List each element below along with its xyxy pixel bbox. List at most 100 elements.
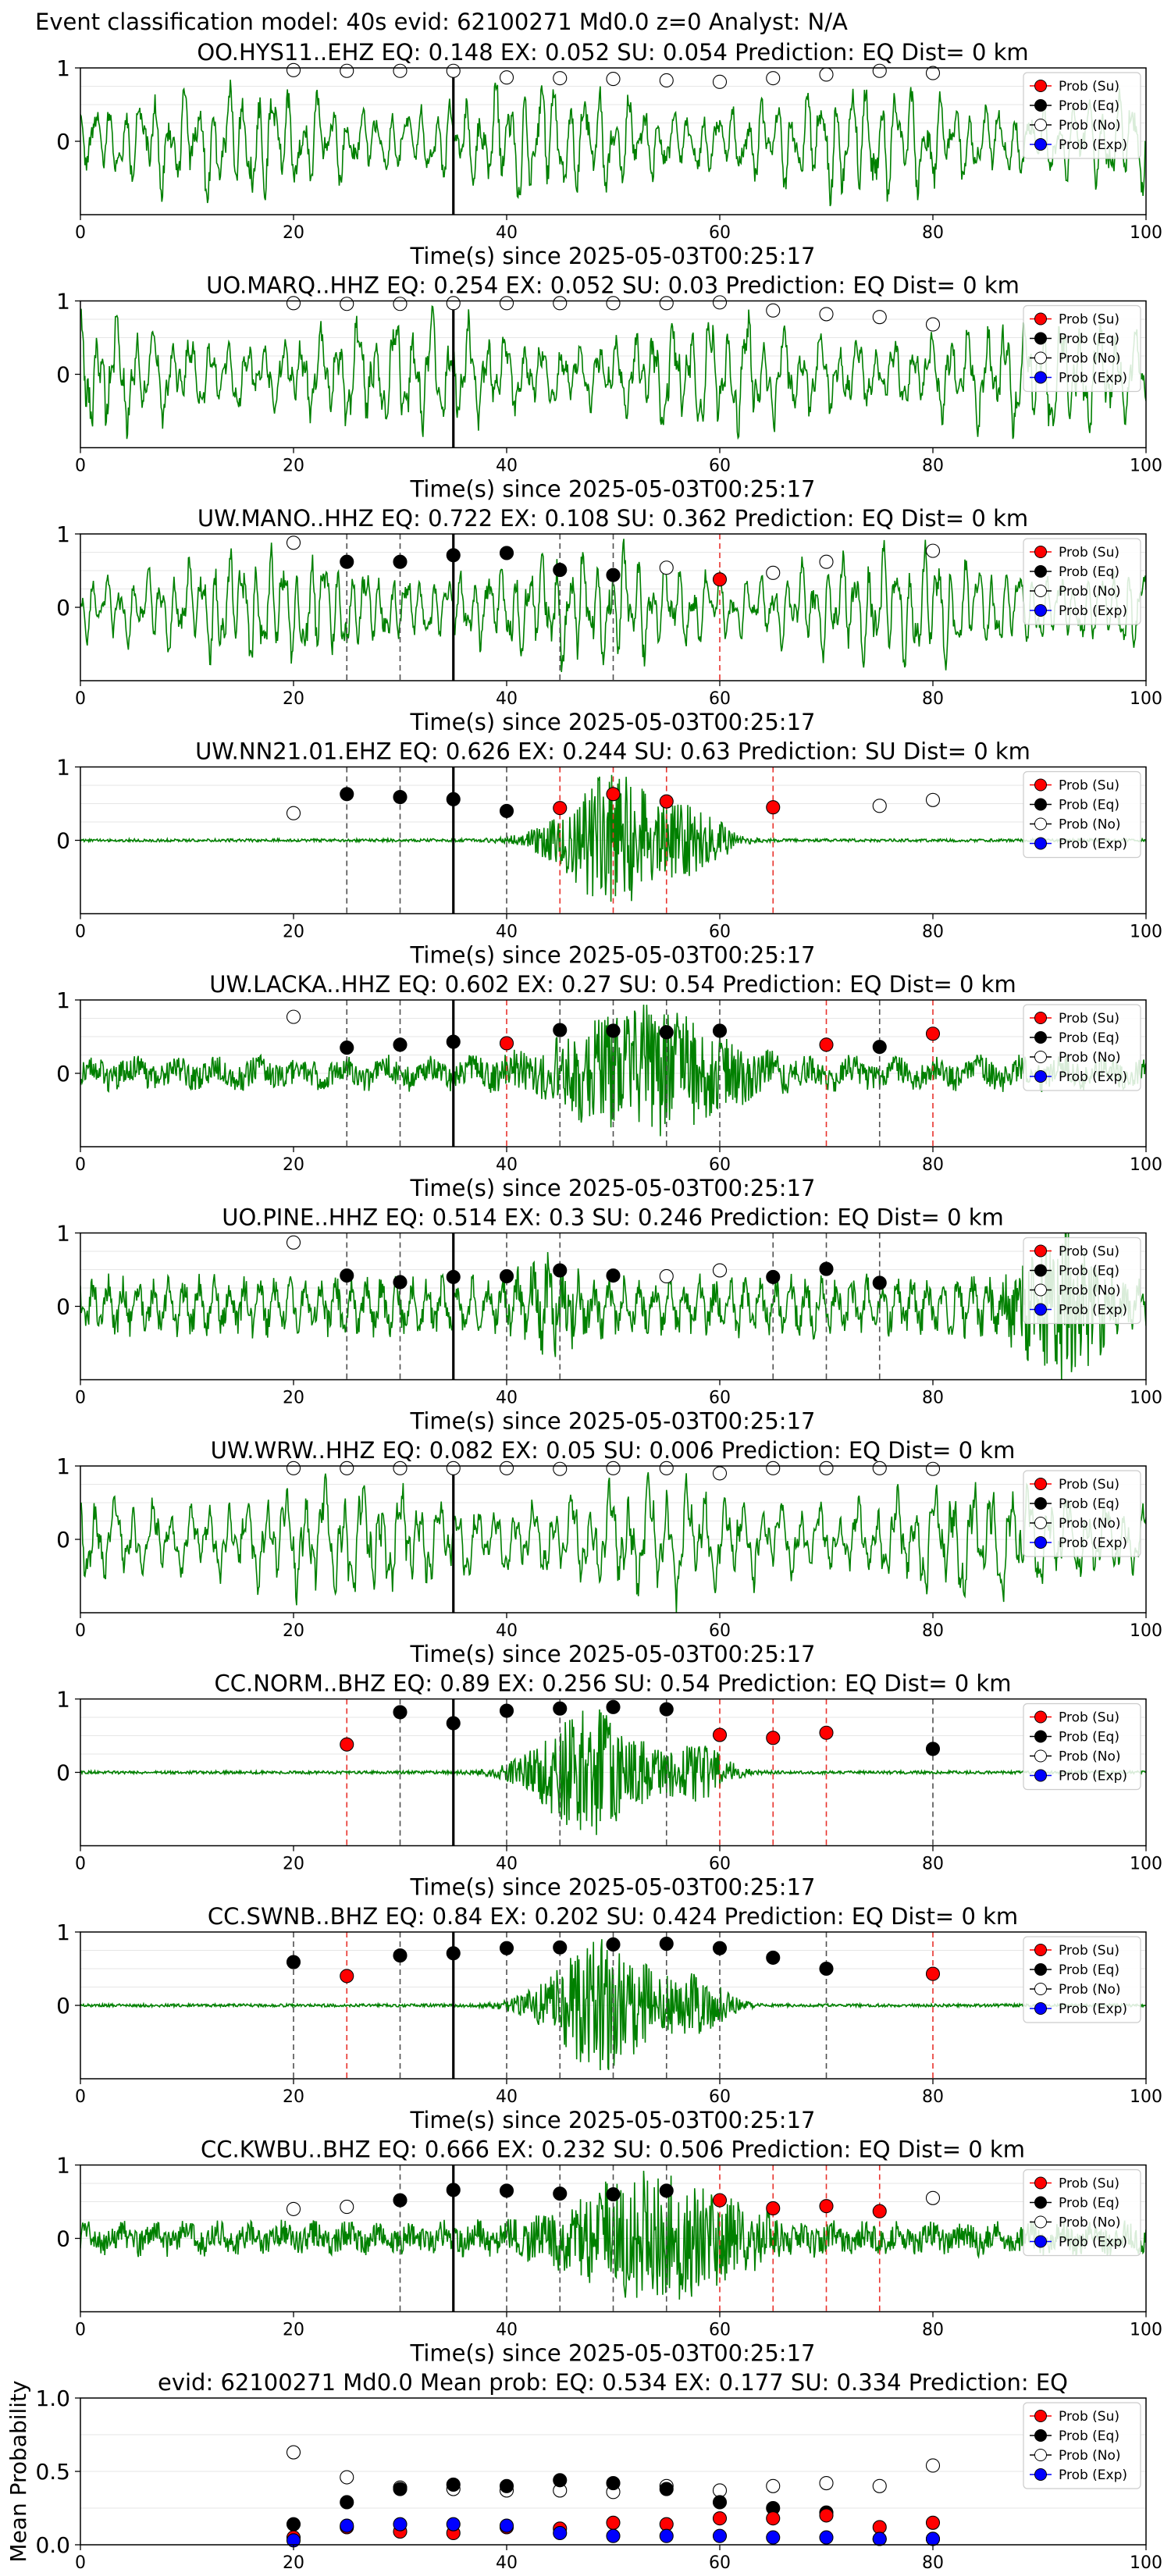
- x-tick-label: 20: [283, 923, 304, 942]
- legend-label: Prob (Exp): [1059, 1303, 1127, 1318]
- x-tick-label: 80: [922, 1389, 944, 1408]
- legend-label: Prob (No): [1059, 2215, 1121, 2231]
- mean-probability-point: [925, 2532, 941, 2546]
- mean-probability-point: [446, 2477, 461, 2492]
- probability-point: [393, 2193, 408, 2208]
- legend-item: Prob (Su): [1030, 1011, 1119, 1026]
- probability-point: [286, 1009, 301, 1024]
- probability-point: [819, 554, 834, 569]
- mean-probability-point: [872, 2478, 887, 2493]
- legend-marker: [1034, 1070, 1047, 1083]
- legend-frame: [1023, 1236, 1141, 1325]
- legend-marker: [1034, 1730, 1047, 1743]
- probability-point: [553, 801, 568, 816]
- x-tick-label: 20: [283, 2321, 304, 2340]
- legend-item: Prob (No): [1030, 584, 1121, 600]
- probability-point: [766, 303, 781, 318]
- legend-item: Prob (Su): [1030, 1710, 1119, 1726]
- probability-point: [819, 1037, 834, 1052]
- probability-point: [659, 1702, 674, 1717]
- legend-label: Prob (Eq): [1059, 798, 1119, 813]
- legend-label: Prob (Exp): [1059, 2235, 1127, 2250]
- probability-point: [659, 560, 674, 575]
- y-tick-label: 1: [56, 55, 70, 81]
- mean-probability-point: [606, 2515, 621, 2530]
- mean-probability-point: [499, 2518, 514, 2533]
- panel-title: evid: 62100271 Md0.0 Mean prob: EQ: 0.53…: [158, 2369, 1068, 2396]
- legend-marker: [1034, 2410, 1047, 2422]
- legend-marker: [1034, 1983, 1047, 1995]
- x-tick-label: 40: [496, 689, 518, 709]
- legend-frame: [1023, 538, 1141, 625]
- legend-label: Prob (Exp): [1059, 2467, 1127, 2483]
- plot-area: [80, 301, 1146, 448]
- x-tick-label: 100: [1130, 2553, 1162, 2573]
- probability-point: [286, 535, 301, 550]
- mean-probability-point: [712, 2483, 728, 2498]
- legend-label: Prob (Exp): [1059, 1535, 1127, 1551]
- legend-label: Prob (Exp): [1059, 2001, 1127, 2017]
- mean-probability-point: [766, 2530, 781, 2545]
- x-axis-label: Time(s) since 2025-05-03T00:25:17: [410, 1408, 816, 1435]
- legend-item: Prob (No): [1030, 351, 1121, 367]
- x-tick-label: 0: [75, 923, 86, 942]
- mean-probability-point: [925, 2458, 941, 2473]
- legend-item: Prob (Eq): [1030, 1496, 1119, 1512]
- probability-point: [393, 63, 408, 78]
- legend-marker: [1034, 2176, 1047, 2190]
- legend-item: Prob (Eq): [1030, 1962, 1119, 1978]
- legend: Prob (Su) Prob (Eq) Prob (No) Prob (Exp): [1023, 72, 1141, 159]
- probability-point: [819, 1461, 834, 1475]
- probability-point: [446, 2183, 461, 2197]
- probability-point: [712, 74, 728, 89]
- probability-point: [925, 66, 941, 80]
- x-tick-label: 20: [283, 2087, 304, 2107]
- legend-item: Prob (Eq): [1030, 1030, 1119, 1046]
- legend-marker: [1034, 604, 1047, 617]
- legend: Prob (Su) Prob (Eq) Prob (No) Prob (Exp): [1023, 538, 1141, 625]
- legend-marker: [1034, 1264, 1047, 1277]
- y-tick-label: 1: [56, 987, 70, 1013]
- mean-probability-point: [659, 2482, 674, 2496]
- legend-item: Prob (Su): [1030, 79, 1119, 94]
- legend-marker: [1034, 2468, 1047, 2481]
- legend-marker: [1034, 546, 1047, 558]
- probability-point: [766, 565, 781, 580]
- legend-item: Prob (Eq): [1030, 798, 1119, 813]
- legend-item: Prob (Exp): [1030, 1769, 1127, 1784]
- legend-label: Prob (No): [1059, 118, 1121, 133]
- probability-point: [766, 2201, 781, 2216]
- legend-frame: [1023, 304, 1141, 393]
- legend-item: Prob (Eq): [1030, 1730, 1119, 1745]
- probability-point: [286, 1235, 301, 1250]
- y-tick-label: 0: [56, 129, 70, 155]
- legend-item: Prob (No): [1030, 1050, 1121, 1066]
- legend-label: Prob (Su): [1059, 778, 1119, 794]
- x-axis-label: Time(s) since 2025-05-03T00:25:17: [410, 2340, 816, 2367]
- probability-point: [446, 792, 461, 806]
- mean-probability-point: [606, 2528, 621, 2543]
- legend-label: Prob (Exp): [1059, 1769, 1127, 1784]
- legend-marker: [1034, 351, 1047, 365]
- probability-point: [606, 296, 621, 311]
- probability-point: [446, 1716, 461, 1731]
- probability-point: [499, 1036, 514, 1051]
- legend-label: Prob (No): [1059, 584, 1121, 600]
- probability-point: [446, 1946, 461, 1961]
- station-panel: UW.MANO..HHZ EQ: 0.722 EX: 0.108 SU: 0.3…: [56, 505, 1162, 735]
- probability-point: [499, 1703, 514, 1718]
- x-tick-label: 60: [709, 457, 731, 476]
- mean-probability-point: [340, 2518, 354, 2533]
- probability-point: [286, 1955, 301, 1969]
- y-tick-label: 0: [56, 362, 70, 388]
- x-tick-label: 0: [75, 457, 86, 476]
- y-tick-label: 0: [56, 828, 70, 854]
- legend-label: Prob (Su): [1059, 1477, 1119, 1493]
- mean-probability-point: [712, 2528, 728, 2543]
- panel-title: UW.MANO..HHZ EQ: 0.722 EX: 0.108 SU: 0.3…: [198, 505, 1028, 532]
- x-tick-label: 20: [283, 1621, 304, 1641]
- legend-frame: [1023, 2169, 1141, 2257]
- probability-point: [393, 789, 408, 805]
- panels: OO.HYS11..EHZ EQ: 0.148 EX: 0.052 SU: 0.…: [5, 39, 1162, 2573]
- y-tick-label: 0.5: [35, 2459, 70, 2485]
